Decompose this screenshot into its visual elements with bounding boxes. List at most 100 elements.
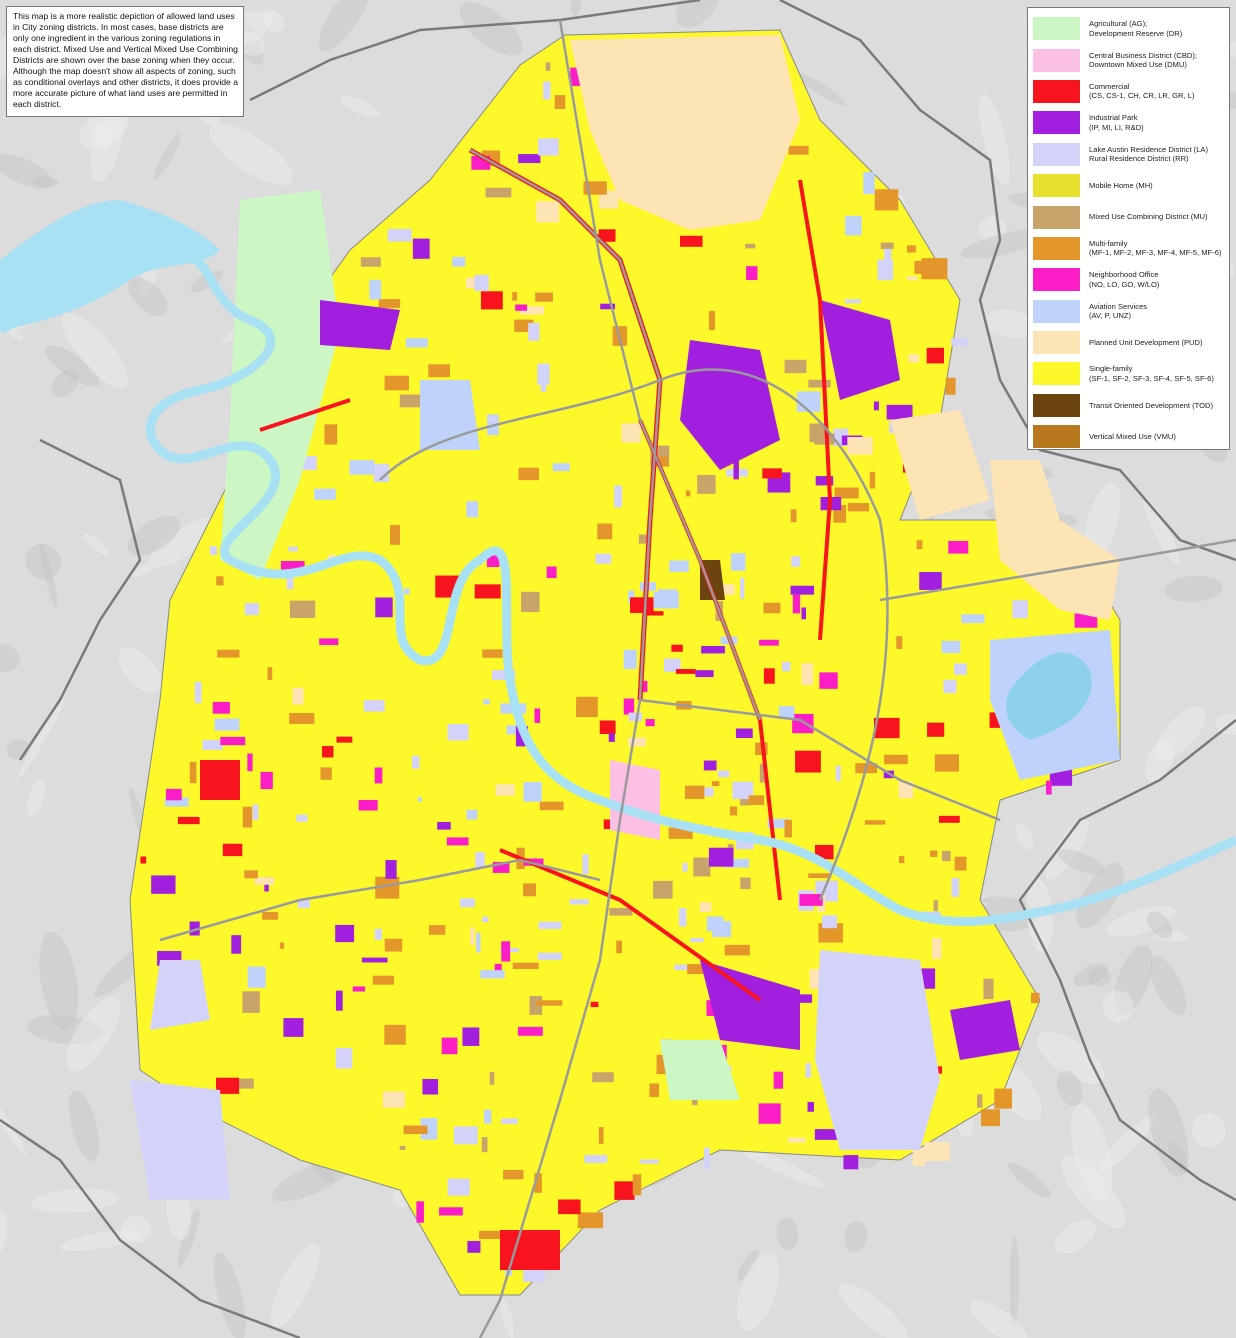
zoning-parcel	[417, 797, 422, 802]
zoning-parcel	[843, 1155, 859, 1170]
zoning-parcel	[712, 921, 732, 938]
legend-swatch	[1033, 111, 1080, 135]
legend-swatch	[1033, 142, 1080, 166]
zoning-parcel	[375, 876, 400, 899]
legend-swatch	[1033, 174, 1080, 198]
zoning-parcel	[834, 487, 859, 499]
zoning-parcel	[495, 784, 515, 796]
zoning-parcel	[628, 712, 642, 722]
zoning-parcel	[638, 534, 651, 544]
zoning-parcel	[279, 942, 285, 949]
hillshade-mark	[65, 996, 121, 1072]
zoning-parcel	[701, 646, 725, 654]
hillshade-mark	[209, 123, 294, 186]
hillshade-mark	[1102, 990, 1134, 1024]
hillshade-mark	[1073, 963, 1108, 987]
zoning-parcel	[483, 1109, 492, 1124]
zoning-parcel	[289, 713, 315, 724]
zoning-parcel	[898, 781, 914, 799]
zoning-parcel	[729, 806, 738, 816]
zoning-parcel	[374, 928, 383, 940]
zoning-parcel	[140, 856, 147, 864]
zoning-parcel	[735, 728, 753, 739]
zoning-parcel	[912, 1148, 926, 1167]
zoning-parcel	[814, 433, 835, 445]
legend-label-line: (IP, MI, LI, R&D)	[1089, 122, 1144, 132]
zoning-parcel	[717, 770, 730, 778]
zoning-parcel	[884, 248, 892, 271]
legend-label: Planned Unit Development (PUD)	[1089, 338, 1203, 348]
legend-label-line: Planned Unit Development (PUD)	[1089, 337, 1203, 347]
legend-label-line: Vertical Mixed Use (VMU)	[1089, 432, 1176, 442]
zoning-parcel	[552, 463, 570, 472]
zoning-parcel	[476, 932, 481, 953]
zoning-parcel	[616, 940, 622, 954]
hillshade-mark	[39, 543, 58, 609]
hillshade-mark	[737, 1250, 759, 1281]
hillshade-mark	[570, 0, 582, 17]
zoning-parcel	[695, 670, 714, 678]
zoning-parcel	[467, 1240, 481, 1253]
zoning-parcel	[880, 242, 894, 250]
zoning-parcel	[262, 911, 279, 920]
hillshade-mark	[131, 562, 155, 577]
legend-item: Multi-family (MF-1, MF-2, MF-3, MF-4, MF-…	[1033, 233, 1229, 264]
zoning-parcel	[420, 1118, 438, 1140]
zoning-parcel	[908, 354, 919, 363]
legend-item: Aviation Services (AV, P, UNZ)	[1033, 296, 1229, 327]
legend-swatch	[1033, 425, 1080, 449]
zoning-parcel	[478, 1230, 503, 1239]
highways	[159, 19, 1236, 1338]
zoning-parcel	[835, 765, 841, 782]
zoning-parcel	[645, 719, 655, 727]
zoning-parcel	[352, 986, 366, 992]
zoning-parcel	[921, 258, 948, 280]
zoning-parcel	[792, 594, 801, 614]
zoning-parcel	[322, 745, 334, 758]
legend-swatch	[1033, 362, 1080, 386]
zoning-parcel	[809, 968, 820, 989]
legend-label: Vertical Mixed Use (VMU)	[1089, 432, 1176, 442]
zoning-parcel	[177, 816, 200, 825]
zoning-parcel	[324, 424, 338, 445]
lake-walter-e-long	[1006, 652, 1092, 740]
zoning-parcel	[951, 877, 960, 897]
zoning-parcel	[703, 760, 717, 771]
zoning-parcel	[482, 649, 503, 658]
zoning-parcel	[546, 566, 557, 579]
zoning-parcel	[919, 572, 942, 590]
hillshade-mark	[51, 369, 79, 398]
hillshade-mark	[153, 133, 181, 180]
zoning-parcel	[693, 857, 711, 877]
zoning-parcel	[247, 753, 253, 772]
zoning-parcel	[808, 379, 831, 388]
zoning-parcel	[784, 819, 793, 838]
zoning-parcel	[523, 782, 542, 802]
zoning-parcel	[428, 364, 450, 378]
zoning-parcel	[491, 670, 516, 680]
zoning-parcel	[933, 900, 938, 912]
zoning-parcel	[466, 809, 478, 820]
zoning-parcel	[260, 771, 273, 790]
hillshade-mark	[39, 931, 79, 1031]
zoning-parcel	[523, 883, 536, 897]
zoning-parcel	[629, 597, 654, 613]
zoning-parcel	[506, 725, 519, 735]
zoning-zone	[570, 35, 800, 230]
zoning-parcel	[439, 1207, 463, 1216]
zoning-parcel	[682, 862, 688, 872]
zoning-parcel	[222, 843, 243, 857]
zoning-parcel	[632, 1174, 642, 1196]
zoning-parcel	[792, 713, 814, 734]
hillshade-mark	[844, 1220, 867, 1253]
zoning-parcel	[609, 907, 633, 916]
legend-label-line: Central Business District (CBD);	[1089, 50, 1198, 60]
hillshade-mark	[1150, 956, 1186, 1016]
legend-swatch	[1033, 299, 1080, 323]
zoning-parcel	[416, 1201, 424, 1223]
zoning-parcel	[863, 172, 875, 195]
major-zones	[130, 35, 1120, 1270]
commercial-corridor	[259, 398, 351, 432]
hillshade-mark	[737, 1252, 780, 1331]
legend-label-line: Industrial Park	[1089, 113, 1138, 123]
